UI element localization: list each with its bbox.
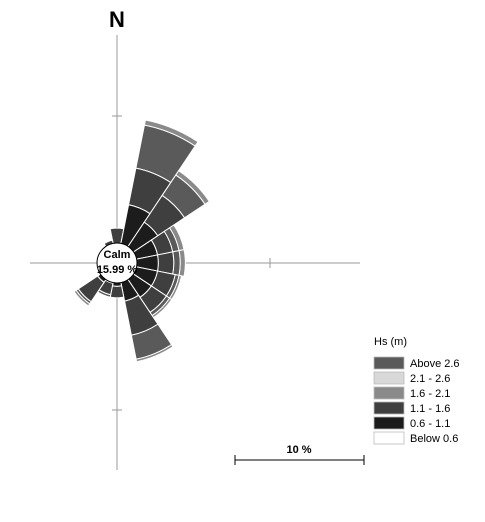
legend-items: Above 2.6 2.1 - 2.6 1.6 - 2.1 1.1 - 1.6 0.6 … (373, 356, 460, 445)
calm-value: 15.99 % (97, 264, 138, 276)
legend-title: Hs (m) (374, 336, 407, 348)
legend-swatch-0 (373, 356, 405, 370)
legend-label-2: 1.6 - 2.1 (410, 388, 450, 400)
wind-sectors (73, 119, 210, 363)
legend-label-3: 1.1 - 1.6 (410, 403, 450, 415)
sector-4-band-3 (156, 251, 175, 275)
legend-swatch-4 (373, 416, 405, 430)
legend-swatch-3 (373, 401, 405, 415)
calm-circle-group: Calm 15.99 % (96, 242, 138, 284)
legend-swatch-5 (373, 431, 405, 445)
scale-bar: 10 % (234, 444, 365, 465)
legend-label-0: Above 2.6 (410, 358, 460, 370)
legend-label-5: Below 0.6 (410, 433, 458, 445)
calm-label: Calm (104, 249, 131, 261)
axes (30, 35, 360, 470)
legend: Hs (m) Above 2.6 2.1 - 2.6 1.6 - 2.1 1.1 - … (373, 336, 460, 445)
legend-label-4: 0.6 - 1.1 (410, 418, 450, 430)
legend-swatch-1 (373, 371, 405, 385)
scale-label: 10 % (286, 444, 311, 456)
north-label: N (109, 7, 125, 32)
legend-label-1: 2.1 - 2.6 (410, 373, 450, 385)
legend-swatch-2 (373, 386, 405, 400)
calm-circle (96, 242, 138, 284)
